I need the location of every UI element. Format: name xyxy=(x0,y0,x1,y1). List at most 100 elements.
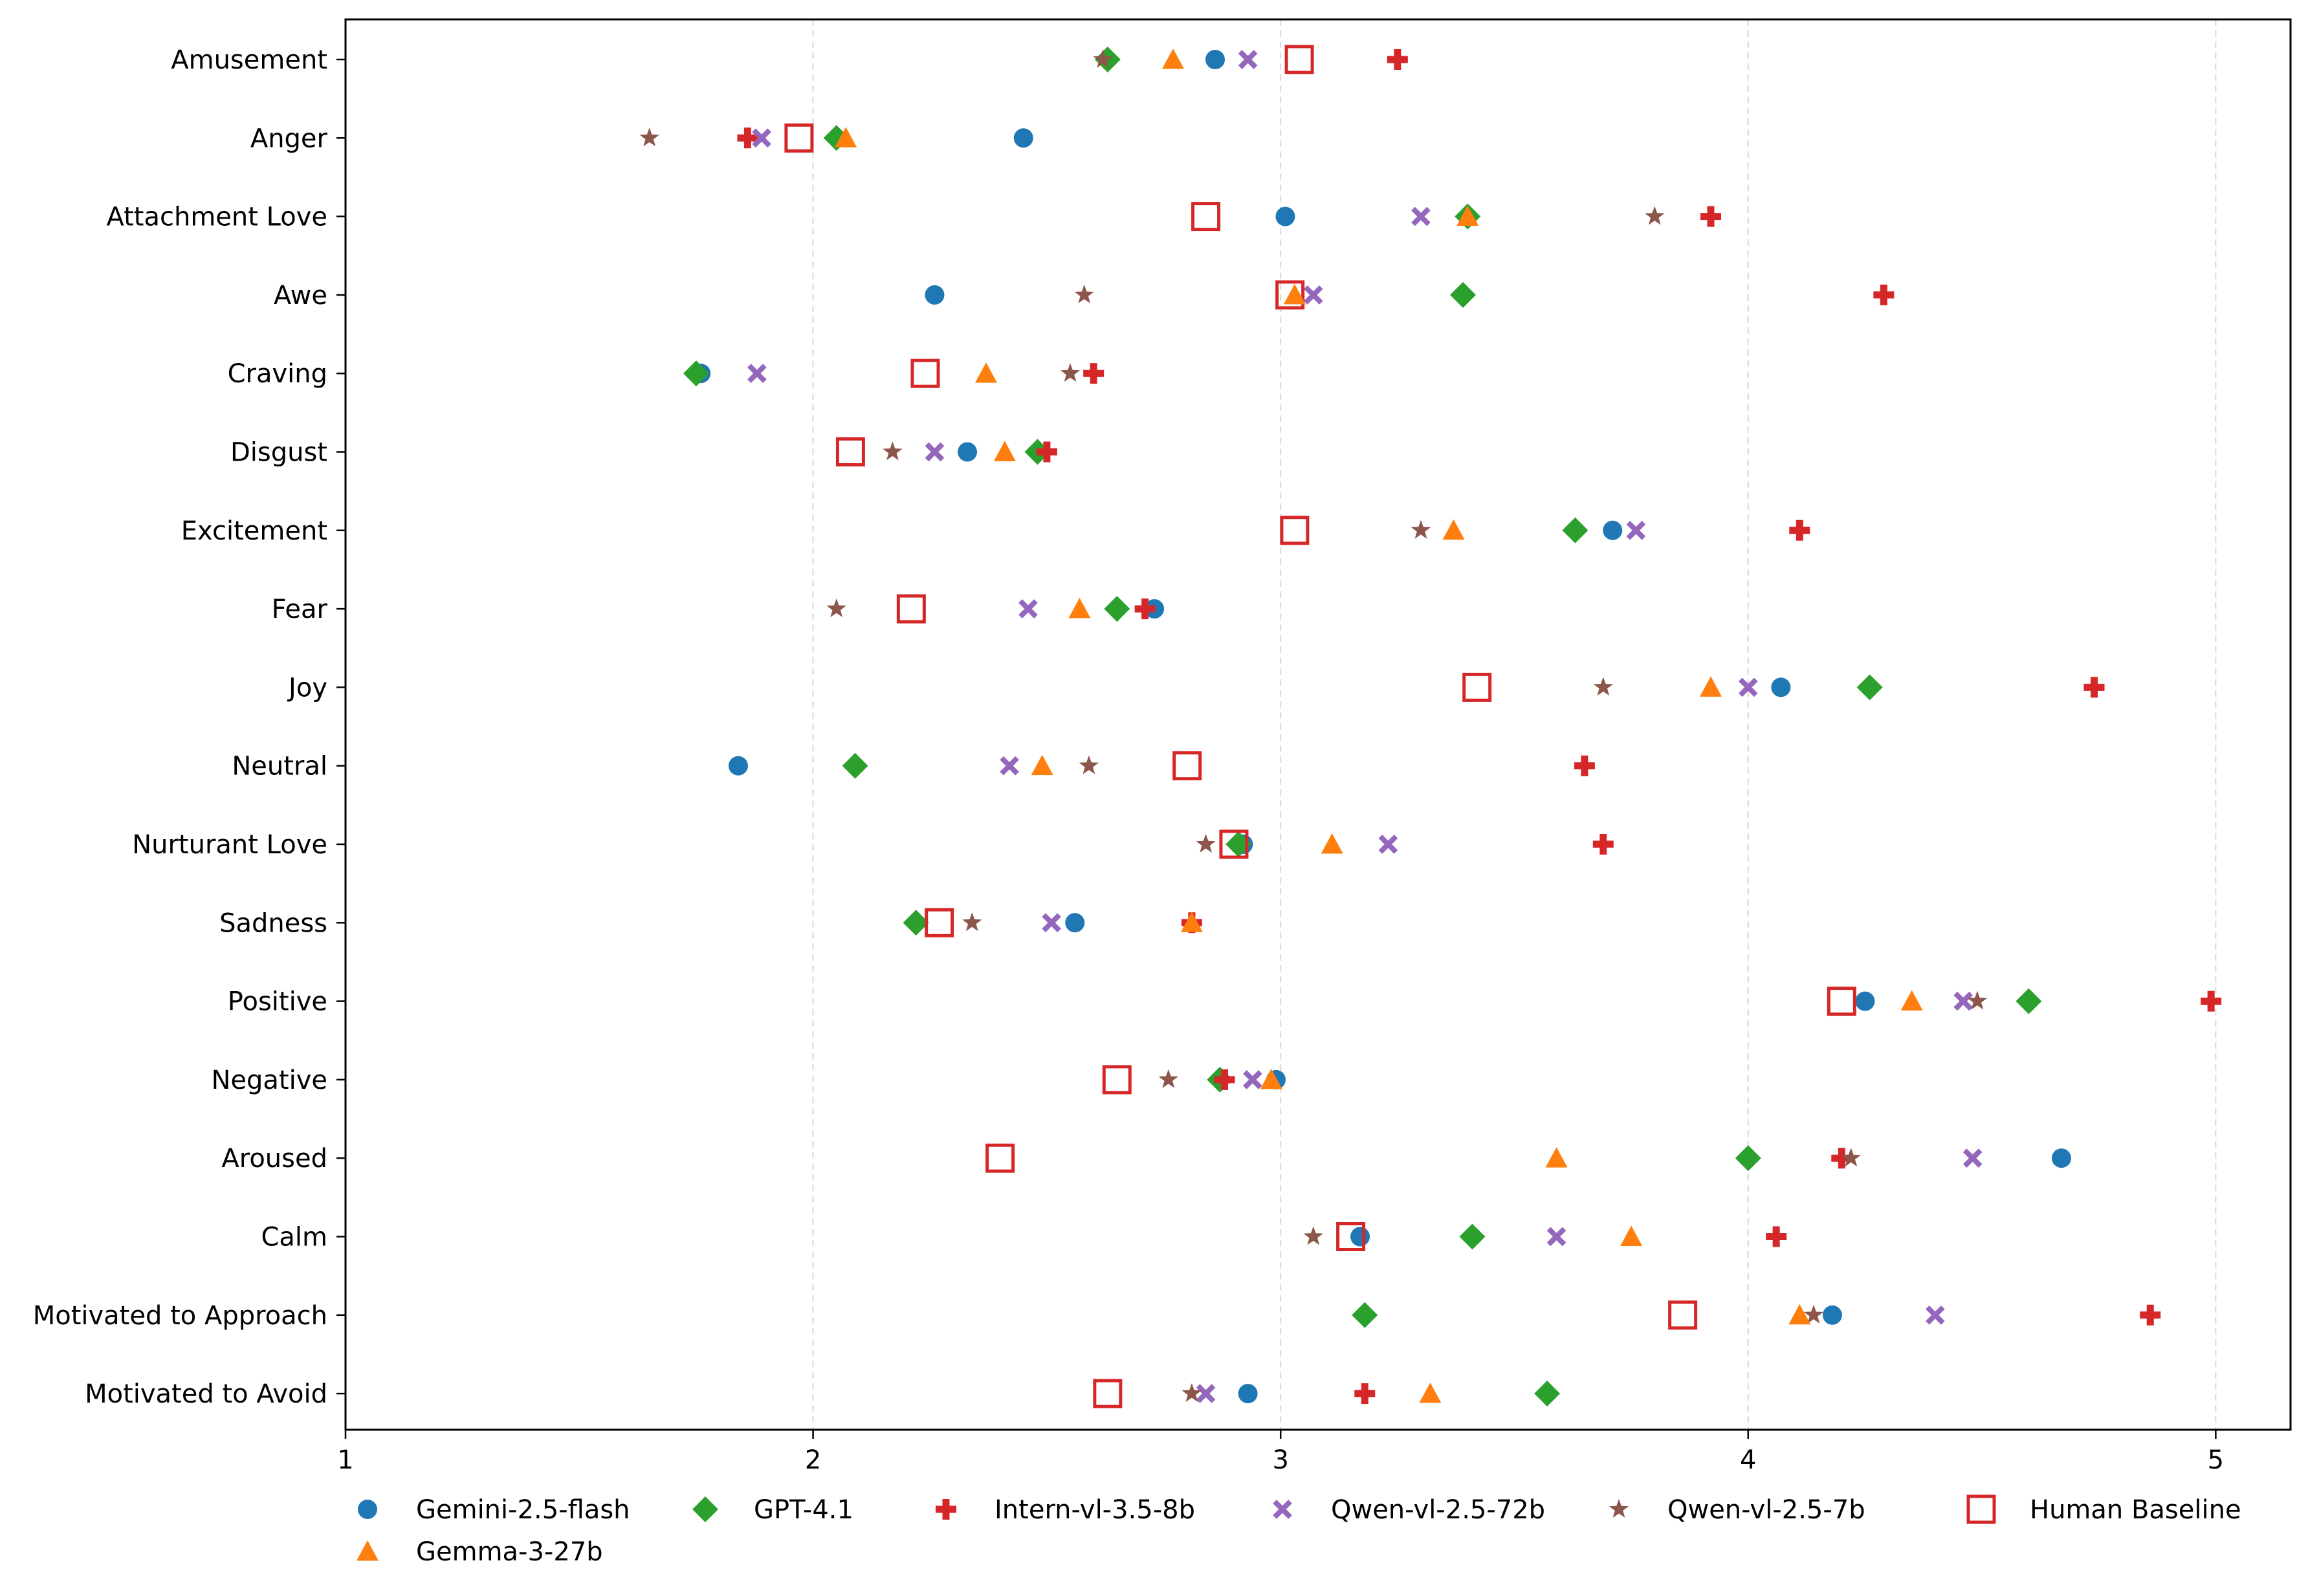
point-gpt-4-1-motivated-to-avoid xyxy=(1534,1381,1561,1407)
x-axis: 1 2 3 4 5 xyxy=(337,1430,2224,1475)
point-intern-vl-3-5-8b-motivated-to-avoid xyxy=(1354,1383,1376,1405)
point-intern-vl-3-5-8b-negative xyxy=(1214,1069,1235,1090)
point-qwen-vl-2-5-7b-motivated-to-approach xyxy=(1803,1304,1824,1324)
y-tick-label-nurturant-love: Nurturant Love xyxy=(132,830,327,860)
point-gemini-2-5-flash-amusement xyxy=(1205,50,1225,69)
legend-item-gemini-2-5-flash: Gemini-2.5-flash xyxy=(358,1495,630,1525)
point-intern-vl-3-5-8b-calm xyxy=(1766,1226,1787,1247)
y-tick-label-joy: Joy xyxy=(287,673,327,703)
point-qwen-vl-2-5-7b-aroused xyxy=(1841,1148,1861,1167)
point-intern-vl-3-5-8b-anger xyxy=(737,127,758,149)
legend-label-intern-vl-3-5-8b: Intern-vl-3.5-8b xyxy=(995,1495,1195,1525)
legend-label-human-baseline: Human Baseline xyxy=(2030,1495,2241,1525)
series-gemma-3-27b xyxy=(835,49,1923,1403)
point-intern-vl-3-5-8b-awe xyxy=(1873,284,1895,305)
point-gemma-3-27b-anger xyxy=(835,127,857,148)
legend-marker-gemma-3-27b xyxy=(357,1540,379,1561)
chart-marks xyxy=(639,45,2222,1408)
point-gemma-3-27b-attachment-love xyxy=(1456,205,1479,226)
point-qwen-vl-2-5-72b-craving xyxy=(747,364,767,384)
y-tick-label-attachment-love: Attachment Love xyxy=(106,202,327,232)
point-qwen-vl-2-5-7b-joy xyxy=(1593,677,1613,696)
point-human-baseline-positive xyxy=(1827,987,1856,1016)
point-qwen-vl-2-5-7b-attachment-love xyxy=(1645,206,1665,225)
y-axis: Amusement Anger Attachment Love Awe Craving D… xyxy=(33,45,346,1409)
point-human-baseline-aroused xyxy=(985,1143,1015,1173)
y-tick-label-awe: Awe xyxy=(274,281,327,311)
point-qwen-vl-2-5-72b-negative xyxy=(1243,1070,1262,1089)
point-gemma-3-27b-positive xyxy=(1900,990,1923,1011)
point-qwen-vl-2-5-7b-excitement xyxy=(1411,519,1431,539)
point-gemini-2-5-flash-attachment-love xyxy=(1275,206,1295,226)
y-tick-label-negative: Negative xyxy=(211,1066,327,1095)
x-tick-label: 1 xyxy=(337,1445,353,1475)
x-tick-label: 4 xyxy=(1740,1445,1756,1475)
series-qwen-vl-2-5-7b xyxy=(639,49,1988,1402)
point-human-baseline-sadness xyxy=(925,908,954,937)
point-qwen-vl-2-5-7b-sadness xyxy=(962,912,982,932)
point-gemini-2-5-flash-motivated-to-approach xyxy=(1822,1305,1842,1325)
series-human-baseline xyxy=(784,45,1856,1408)
legend-label-gemini-2-5-flash: Gemini-2.5-flash xyxy=(416,1495,630,1525)
point-gemini-2-5-flash-motivated-to-avoid xyxy=(1238,1384,1258,1404)
y-tick-label-motivated-to-approach: Motivated to Approach xyxy=(33,1301,327,1331)
y-tick-label-neutral: Neutral xyxy=(232,752,327,782)
point-gpt-4-1-aroused xyxy=(1735,1145,1761,1172)
point-gpt-4-1-positive xyxy=(2016,988,2042,1014)
point-intern-vl-3-5-8b-amusement xyxy=(1387,49,1408,70)
point-human-baseline-anger xyxy=(784,123,814,153)
point-gemma-3-27b-sadness xyxy=(1180,912,1203,932)
point-qwen-vl-2-5-72b-sadness xyxy=(1042,913,1061,933)
point-human-baseline-calm xyxy=(1336,1222,1366,1251)
point-qwen-vl-2-5-72b-fear xyxy=(1018,599,1038,618)
legend-item-qwen-vl-2-5-72b: Qwen-vl-2.5-72b xyxy=(1273,1495,1545,1525)
point-gemini-2-5-flash-awe xyxy=(925,285,945,305)
legend-item-gpt-4-1: GPT-4.1 xyxy=(692,1495,853,1525)
point-qwen-vl-2-5-72b-attachment-love xyxy=(1411,206,1431,226)
point-human-baseline-negative xyxy=(1102,1065,1132,1095)
point-gemma-3-27b-aroused xyxy=(1545,1147,1568,1168)
point-intern-vl-3-5-8b-fear xyxy=(1134,598,1156,620)
point-human-baseline-nurturant-love xyxy=(1219,829,1249,859)
point-human-baseline-joy xyxy=(1462,672,1492,702)
point-gemma-3-27b-fear xyxy=(1068,598,1091,618)
point-qwen-vl-2-5-72b-motivated-to-approach xyxy=(1926,1305,1945,1325)
point-intern-vl-3-5-8b-neutral xyxy=(1574,755,1595,776)
legend-marker-gpt-4-1 xyxy=(692,1496,718,1522)
point-human-baseline-motivated-to-avoid xyxy=(1093,1379,1123,1408)
point-gpt-4-1-excitement xyxy=(1562,517,1588,543)
point-qwen-vl-2-5-72b-disgust xyxy=(925,442,945,462)
point-human-baseline-amusement xyxy=(1284,45,1314,74)
point-gemma-3-27b-disgust xyxy=(993,441,1016,461)
y-tick-label-amusement: Amusement xyxy=(171,45,327,75)
point-gemma-3-27b-amusement xyxy=(1161,49,1184,69)
point-qwen-vl-2-5-7b-negative xyxy=(1158,1069,1178,1088)
y-tick-label-fear: Fear xyxy=(272,595,328,624)
point-gpt-4-1-motivated-to-approach xyxy=(1352,1302,1378,1328)
point-intern-vl-3-5-8b-attachment-love xyxy=(1700,206,1721,227)
x-tick-label: 3 xyxy=(1272,1445,1288,1475)
point-qwen-vl-2-5-72b-excitement xyxy=(1626,520,1646,540)
point-qwen-vl-2-5-7b-calm xyxy=(1303,1226,1323,1245)
point-qwen-vl-2-5-72b-calm xyxy=(1546,1227,1566,1247)
point-qwen-vl-2-5-72b-aroused xyxy=(1962,1148,1983,1168)
legend-label-qwen-vl-2-5-7b: Qwen-vl-2.5-7b xyxy=(1667,1495,1865,1525)
point-intern-vl-3-5-8b-aroused xyxy=(1831,1148,1852,1169)
point-intern-vl-3-5-8b-nurturant-love xyxy=(1592,834,1614,855)
point-gpt-4-1-awe xyxy=(1450,281,1477,308)
point-gemma-3-27b-nurturant-love xyxy=(1321,833,1343,854)
legend-marker-qwen-vl-2-5-7b xyxy=(1609,1499,1629,1518)
point-qwen-vl-2-5-7b-fear xyxy=(826,598,846,617)
point-gemma-3-27b-craving xyxy=(974,362,997,383)
point-human-baseline-motivated-to-approach xyxy=(1668,1300,1698,1330)
point-gemma-3-27b-calm xyxy=(1620,1225,1643,1246)
point-gemini-2-5-flash-positive xyxy=(1855,991,1875,1011)
point-human-baseline-awe xyxy=(1275,280,1305,310)
point-qwen-vl-2-5-7b-neutral xyxy=(1079,755,1099,774)
point-human-baseline-attachment-love xyxy=(1191,202,1221,232)
point-intern-vl-3-5-8b-excitement xyxy=(1789,519,1810,541)
point-qwen-vl-2-5-7b-awe xyxy=(1074,284,1094,303)
point-gemini-2-5-flash-aroused xyxy=(2051,1148,2071,1168)
point-qwen-vl-2-5-72b-positive xyxy=(1953,991,1973,1011)
